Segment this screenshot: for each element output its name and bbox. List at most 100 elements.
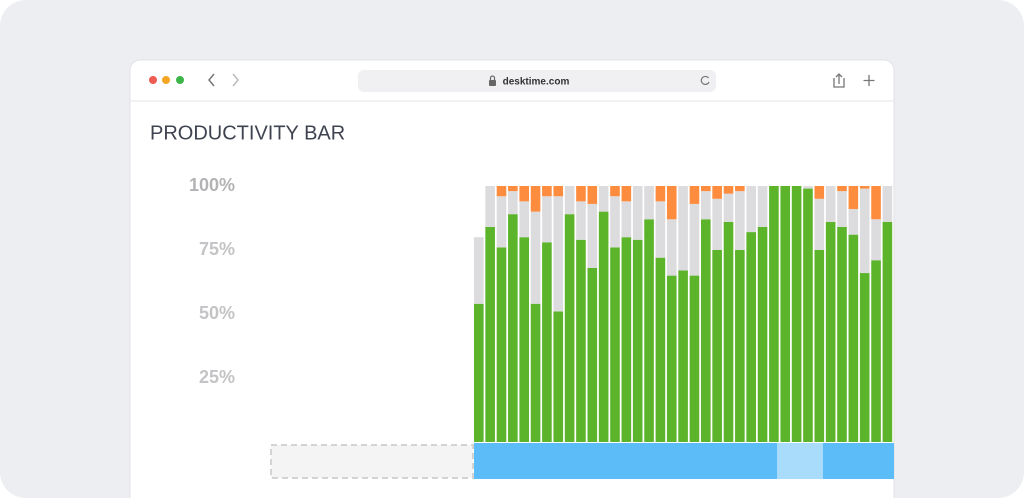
bar-segment (576, 201, 586, 240)
bar-segment (871, 219, 881, 261)
bar-segment (621, 186, 632, 202)
close-button[interactable] (149, 76, 157, 84)
bar-segment (859, 186, 870, 189)
address-bar[interactable] (358, 70, 716, 92)
bar-segment (610, 186, 620, 197)
y-tick-label: 100% (189, 175, 235, 195)
bar-segment (496, 186, 507, 197)
y-tick-label: 50% (199, 303, 235, 323)
bar-segment (576, 186, 586, 202)
bar-segment (666, 186, 677, 220)
bar-segment (769, 186, 779, 442)
bar-segment (848, 209, 859, 235)
bar-segment (814, 250, 825, 442)
bar-segment (587, 267, 598, 442)
bar-segment (859, 273, 870, 442)
bar-segment (701, 186, 711, 192)
bar-segment (882, 186, 893, 222)
timeline-empty (270, 444, 474, 479)
bar-segment (542, 186, 552, 197)
new-tab-button[interactable] (863, 75, 875, 86)
bar-segment (712, 250, 722, 442)
lock-icon (489, 80, 496, 86)
bar-segment (746, 186, 756, 233)
bar-segment (542, 242, 552, 442)
timeline-active (474, 443, 777, 479)
bar-segment (701, 219, 711, 442)
url: desktime.com (503, 77, 570, 88)
bar-segment (508, 186, 518, 192)
bar-segment (791, 186, 802, 442)
bar-segment (621, 237, 632, 442)
bar-segment (803, 186, 813, 189)
bar-segment (871, 260, 881, 442)
bar-segment (655, 186, 666, 202)
bar-segment (530, 211, 541, 304)
bar-segment (576, 239, 586, 442)
bar-segment (825, 186, 836, 222)
zoom-button[interactable] (176, 76, 184, 84)
bar-segment (825, 221, 836, 442)
reload-button[interactable] (700, 75, 710, 86)
bar-segment (678, 186, 688, 271)
bar-segment (723, 186, 734, 194)
bar-segment (632, 239, 643, 442)
bar-segment (882, 221, 893, 442)
bar-segment (485, 186, 495, 227)
bar-segment (655, 201, 666, 258)
share-button[interactable] (833, 73, 845, 88)
bar-segment (508, 191, 518, 215)
bar-segment (735, 191, 745, 250)
bar-segment (723, 193, 734, 222)
bar-segment (814, 186, 825, 199)
timeline-active (823, 443, 894, 479)
bar-segment (519, 237, 529, 442)
bar-segment (644, 219, 654, 442)
bar-segment (553, 311, 564, 442)
bar-segment (474, 237, 484, 304)
timeline-break (777, 443, 823, 479)
bar-segment (871, 186, 881, 220)
bar-segment (564, 186, 575, 215)
bar-segment (610, 196, 620, 248)
bar-segment (519, 186, 529, 202)
minimize-button[interactable] (162, 76, 170, 84)
bar-segment (496, 247, 507, 442)
bar-segment (837, 191, 847, 227)
y-tick-label: 75% (199, 239, 235, 259)
forward-button[interactable] (232, 73, 239, 87)
bar-segment (474, 303, 484, 442)
bar-segment (542, 196, 552, 243)
bar-segment (553, 186, 564, 197)
bar-segment (859, 188, 870, 274)
bar-segment (519, 201, 529, 238)
bar-segment (689, 186, 700, 204)
bar-segment (848, 186, 859, 210)
bar-segment (848, 234, 859, 442)
bar-segment (735, 186, 745, 192)
bar-segment (530, 303, 541, 442)
bar-segment (757, 226, 768, 442)
bar-segment (712, 198, 722, 250)
bar-segment (598, 211, 609, 442)
bar-segment (837, 226, 847, 442)
bar-segment (508, 214, 518, 442)
bar-segment (564, 214, 575, 442)
bar-segment (757, 186, 768, 227)
bar-segment (530, 186, 541, 212)
bar-segment (712, 186, 722, 199)
chart-title: PRODUCTIVITY BAR (150, 122, 345, 144)
bar-segment (689, 275, 700, 442)
bar-segment (723, 221, 734, 442)
bar-segment (587, 203, 598, 268)
bar-segment (598, 186, 609, 212)
bar-segment (644, 186, 654, 220)
bar-segment (689, 203, 700, 276)
bar-segment (837, 186, 847, 192)
bar-segment (496, 196, 507, 248)
bar-segment (746, 232, 756, 442)
back-button[interactable] (208, 73, 215, 87)
bar-segment (632, 186, 643, 240)
